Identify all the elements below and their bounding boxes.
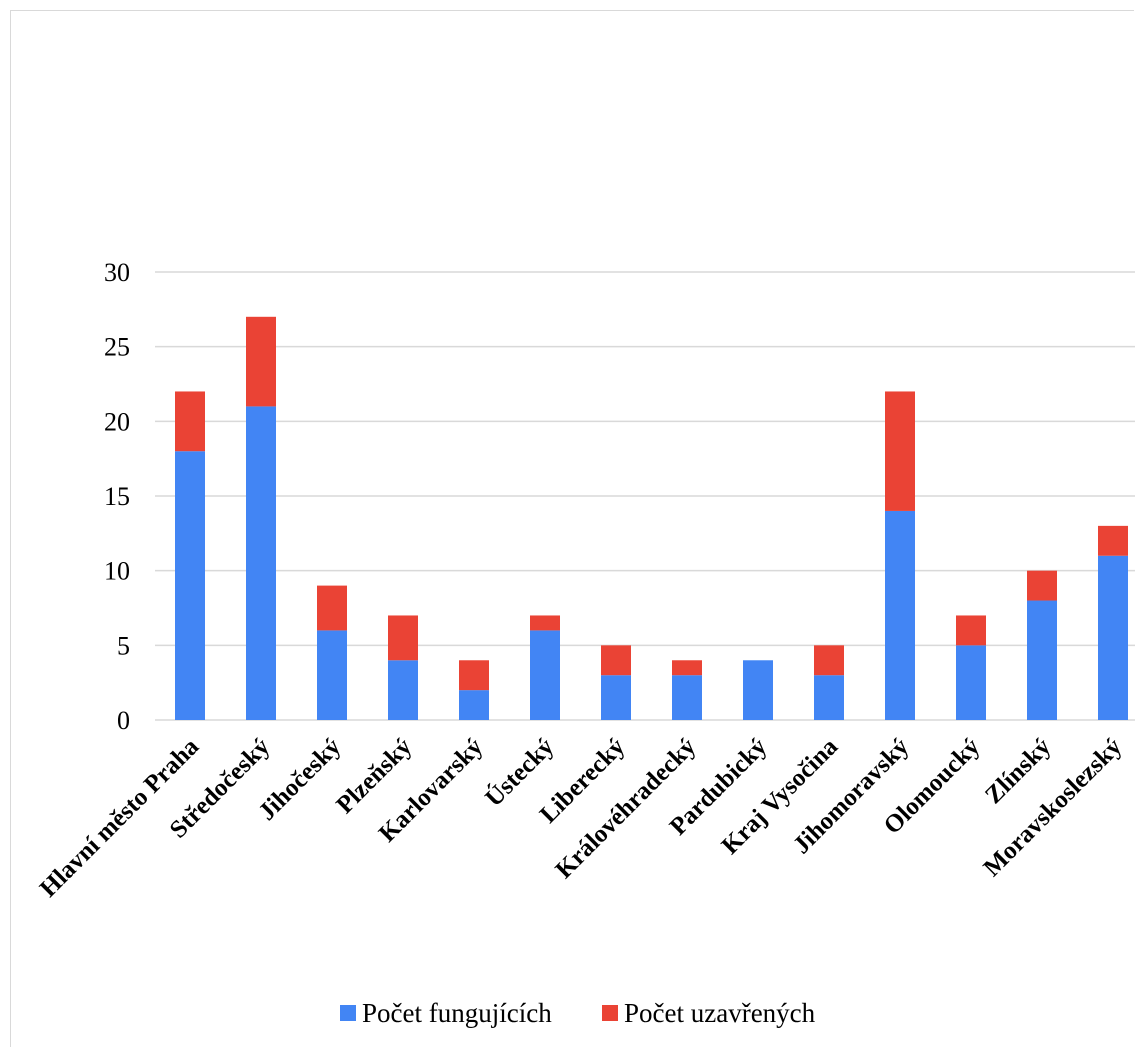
bar-segment-fungujicich xyxy=(814,675,844,720)
bar-segment-fungujicich xyxy=(317,630,347,720)
bar-segment-uzavrenych xyxy=(956,615,986,646)
bar-segment-fungujicich xyxy=(601,675,631,720)
gridlines xyxy=(155,271,1135,721)
bar-segment-uzavrenych xyxy=(388,615,418,661)
bar-segment-fungujicich xyxy=(459,690,489,720)
bar-segment-uzavrenych xyxy=(601,645,631,676)
bar-segment-fungujicich xyxy=(388,660,418,720)
y-tick-label: 5 xyxy=(117,631,130,660)
x-axis-categories: Hlavní město PrahaStředočeskýJihočeskýPl… xyxy=(35,732,1128,902)
bar-segment-uzavrenych xyxy=(1098,525,1128,556)
bar-segment-uzavrenych xyxy=(175,391,205,452)
legend-label: Počet fungujících xyxy=(362,998,552,1028)
bar-segment-fungujicich xyxy=(1027,600,1057,720)
bar-segment-fungujicich xyxy=(1098,555,1128,720)
bar-segment-uzavrenych xyxy=(530,615,560,631)
chart-frame xyxy=(10,10,1134,1047)
bar-segment-fungujicich xyxy=(956,645,986,720)
bar-segment-fungujicich xyxy=(175,451,205,720)
bar-segment-fungujicich xyxy=(885,510,915,720)
legend-swatch xyxy=(340,1005,356,1021)
bar-segment-uzavrenych xyxy=(317,585,347,631)
y-axis-ticks: 0 5 10 15 20 25 30 xyxy=(104,258,130,735)
bar-segment-uzavrenych xyxy=(1027,570,1057,601)
legend: Počet fungujících Počet uzavřených xyxy=(340,998,816,1028)
y-tick-label: 15 xyxy=(104,482,130,511)
y-tick-label: 10 xyxy=(104,557,130,586)
bars xyxy=(175,316,1128,720)
bar-segment-uzavrenych xyxy=(246,316,276,407)
bar-segment-uzavrenych xyxy=(672,660,702,676)
bar-segment-fungujicich xyxy=(246,406,276,720)
y-tick-label: 20 xyxy=(104,407,130,436)
y-tick-label: 30 xyxy=(104,258,130,287)
bar-segment-uzavrenych xyxy=(814,645,844,676)
bar-segment-fungujicich xyxy=(530,630,560,720)
legend-label: Počet uzavřených xyxy=(624,998,816,1028)
legend-swatch xyxy=(602,1005,618,1021)
bar-segment-fungujicich xyxy=(672,675,702,720)
bar-segment-uzavrenych xyxy=(885,391,915,511)
y-tick-label: 25 xyxy=(104,333,130,362)
y-tick-label: 0 xyxy=(117,706,130,735)
bar-segment-fungujicich xyxy=(743,660,773,720)
bar-segment-uzavrenych xyxy=(459,660,489,691)
